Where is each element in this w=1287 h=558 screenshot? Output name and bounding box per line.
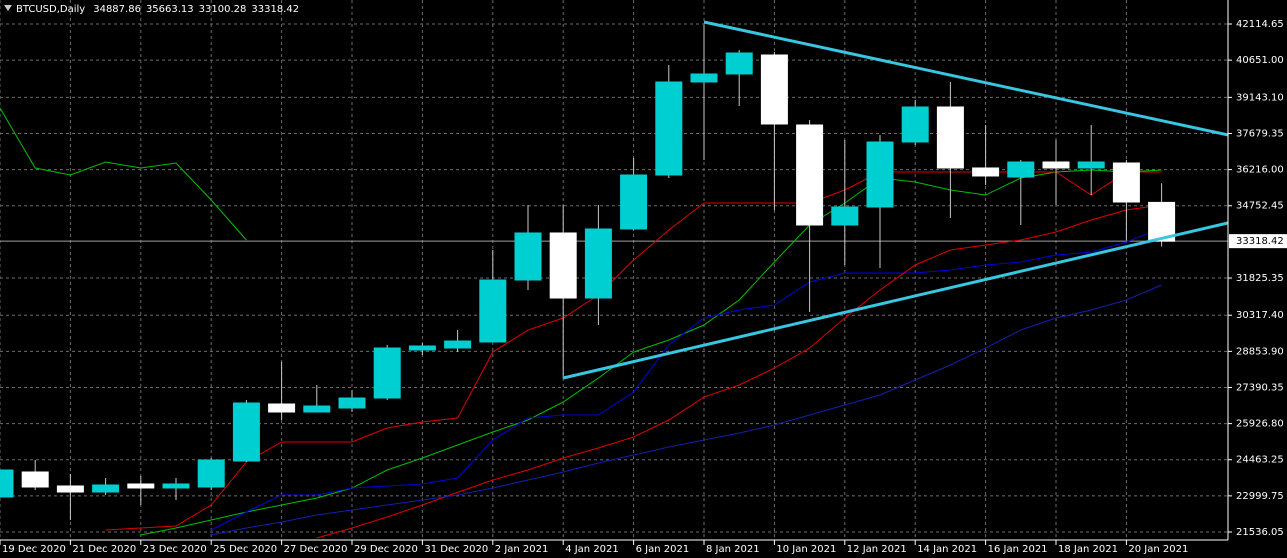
candle-body — [620, 174, 648, 230]
grid — [0, 0, 1228, 540]
indicator-line — [210, 227, 1162, 531]
candle-body — [796, 124, 824, 226]
x-tick-label: 18 Jan 2021 — [1058, 544, 1118, 555]
candle-body — [972, 167, 1000, 177]
candle-body — [408, 345, 436, 351]
trendline — [562, 221, 1228, 380]
candle-body — [444, 340, 472, 349]
candle-body — [303, 405, 331, 413]
candle-body — [725, 52, 753, 75]
candle-body — [655, 81, 683, 176]
candle-body — [1042, 161, 1070, 169]
plot-area — [0, 20, 1228, 539]
candle-body — [479, 279, 507, 343]
candle-body — [831, 206, 859, 226]
indicator-line — [0, 107, 247, 241]
candle-body — [584, 228, 612, 299]
y-tick-label: 34752.45 — [1236, 201, 1284, 212]
candle-body — [232, 402, 260, 462]
candle-body — [92, 484, 120, 493]
candle-body — [197, 459, 225, 488]
candle-body — [1077, 161, 1105, 169]
x-tick-label: 20 Jan 2021 — [1128, 544, 1188, 555]
y-tick-label: 28853.90 — [1236, 346, 1284, 357]
x-tick-label: 29 Dec 2020 — [354, 544, 418, 555]
indicator-line — [211, 284, 1162, 536]
header-value: 35663.13 — [146, 4, 194, 15]
y-tick-label: 39143.10 — [1236, 92, 1284, 103]
x-tick-label: 27 Dec 2020 — [284, 544, 348, 555]
header-symbol: BTCUSD,Daily — [16, 4, 85, 15]
indicator-line — [316, 204, 1162, 539]
y-tick-label: 37679.35 — [1236, 128, 1284, 139]
x-tick-label: 23 Dec 2020 — [143, 544, 207, 555]
x-tick-label: 4 Jan 2021 — [565, 544, 619, 555]
candle-body — [514, 232, 542, 281]
y-tick-label: 21536.05 — [1236, 527, 1284, 538]
axes: 42114.65 40651.00 39143.10 37679.35 36216.00… — [0, 19, 1287, 555]
x-tick-label: 16 Jan 2021 — [988, 544, 1048, 555]
candle-body — [338, 397, 366, 409]
candle-body — [690, 73, 718, 83]
header-value: 34887.86 — [93, 4, 141, 15]
y-tick-label: 24463.25 — [1236, 455, 1284, 466]
y-tick-label: 22999.75 — [1236, 491, 1284, 502]
header-value: 33100.28 — [199, 4, 247, 15]
y-tick-label: 36216.00 — [1236, 165, 1284, 176]
header-values: 34887.86 35663.13 33100.28 33318.42 — [93, 4, 299, 15]
candle-body — [268, 403, 296, 413]
y-tick-label: 40651.00 — [1236, 55, 1284, 66]
header-icon — [4, 5, 12, 11]
x-tick-label: 2 Jan 2021 — [495, 544, 549, 555]
candle-body — [1112, 162, 1140, 203]
indicator-line — [140, 169, 1162, 536]
candle-body — [760, 54, 788, 125]
x-tick-label: 19 Dec 2020 — [2, 544, 66, 555]
x-tick-label: 21 Dec 2020 — [72, 544, 136, 555]
candle-body — [162, 483, 190, 489]
x-tick-label: 8 Jan 2021 — [706, 544, 760, 555]
header-value: 33318.42 — [251, 4, 299, 15]
candle-body — [1148, 201, 1176, 242]
candle-body — [901, 106, 929, 143]
candle-body — [1007, 161, 1035, 178]
candle-body — [21, 471, 49, 488]
trendline — [703, 20, 1228, 137]
candle-body — [936, 106, 964, 169]
x-tick-label: 14 Jan 2021 — [917, 544, 977, 555]
candle-body — [127, 483, 155, 489]
x-tick-label: 6 Jan 2021 — [636, 544, 690, 555]
x-tick-label: 31 Dec 2020 — [424, 544, 488, 555]
x-tick-label: 12 Jan 2021 — [847, 544, 907, 555]
candle-body — [549, 232, 577, 299]
x-tick-label: 25 Dec 2020 — [213, 544, 277, 555]
candle-body — [866, 141, 894, 208]
y-tick-label: 30317.40 — [1236, 310, 1284, 321]
y-tick-label: 27390.35 — [1236, 382, 1284, 393]
last-price-label: 33318.42 — [1236, 236, 1284, 247]
candle-body — [56, 485, 84, 493]
x-tick-label: 10 Jan 2021 — [776, 544, 836, 555]
y-tick-label: 31825.35 — [1236, 273, 1284, 284]
y-tick-label: 42114.65 — [1236, 19, 1284, 30]
candle-body — [0, 469, 14, 498]
candle-body — [373, 347, 401, 399]
last-price-box — [1229, 234, 1287, 249]
y-tick-label: 25926.80 — [1236, 419, 1284, 430]
